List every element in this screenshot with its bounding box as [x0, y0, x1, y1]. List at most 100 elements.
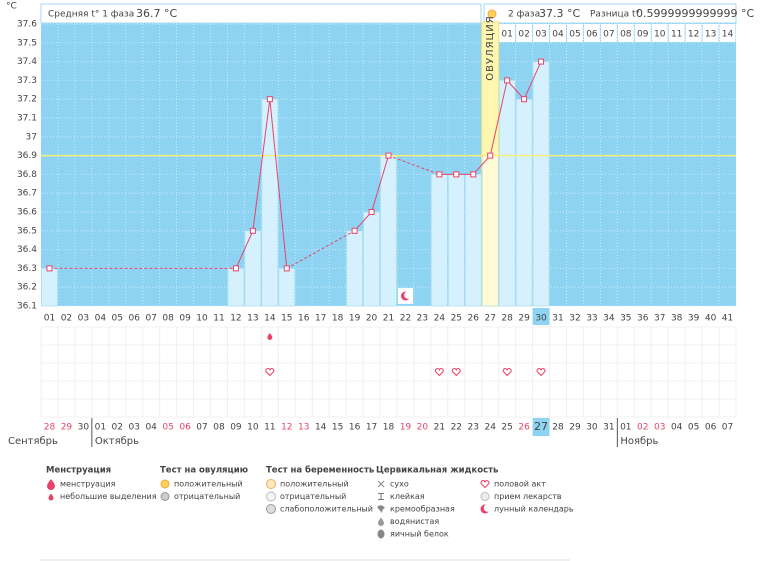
- legend-item: лунный календарь: [494, 505, 574, 514]
- x-tick-label: 21: [383, 314, 394, 324]
- post-ovulation-cell: [617, 24, 634, 42]
- point: [249, 227, 256, 234]
- gap-connector: [388, 155, 440, 175]
- post-ovulation-day: 02: [518, 30, 529, 40]
- y-tick-label: 36.2: [17, 283, 37, 293]
- heart: [480, 480, 490, 489]
- legend-item: клейкая: [390, 492, 425, 501]
- x-tick-label: 15: [281, 314, 292, 324]
- t: [378, 493, 384, 500]
- bar: [261, 98, 279, 307]
- temperature-line: [235, 99, 288, 269]
- swirl: [377, 505, 385, 513]
- point: [538, 58, 545, 65]
- icon-heart: [434, 368, 444, 377]
- date-label: 05: [162, 423, 173, 433]
- x-tick-label: 19: [349, 314, 361, 324]
- legend-item: положительный: [280, 480, 349, 489]
- post-ovulation-day: 11: [671, 30, 682, 40]
- point: [470, 171, 477, 178]
- post-ovulation-cell: [634, 24, 651, 42]
- point: [266, 96, 273, 103]
- x-tick-label: 16: [298, 314, 310, 324]
- y-tick-label: 37.4: [17, 57, 37, 67]
- x-tick-label: 29: [518, 314, 530, 324]
- x-tick-label: 13: [247, 314, 258, 324]
- y-tick-label: 36.6: [17, 208, 37, 218]
- heart: [502, 368, 512, 377]
- icon-egg: [377, 529, 385, 539]
- date-label: 09: [230, 423, 242, 433]
- drop: [267, 333, 273, 340]
- point: [487, 152, 494, 159]
- date-label: 17: [366, 423, 377, 433]
- post-ovulation-cell: [719, 24, 736, 42]
- x-tick-label: 41: [722, 314, 733, 324]
- drop: [47, 479, 55, 490]
- x-tick-label: 38: [671, 314, 683, 324]
- legend-item: отрицательный: [174, 492, 240, 501]
- x-tick-label: 09: [179, 314, 191, 324]
- point: [368, 209, 375, 215]
- post-ovulation-cell: [550, 24, 566, 42]
- x-tick-label: 12: [230, 314, 241, 324]
- post-ovulation-day: 06: [586, 30, 598, 40]
- x-tick-label: 35: [620, 314, 631, 324]
- x-tick-label: 40: [705, 314, 717, 324]
- date-label: 30: [78, 423, 90, 433]
- point: [46, 265, 53, 272]
- heart: [265, 368, 275, 377]
- heart: [434, 368, 444, 377]
- x-tick-label: 14: [264, 314, 276, 324]
- point: [351, 227, 358, 234]
- x-tick-label: 22: [400, 314, 411, 324]
- post-ovulation-day: 13: [705, 30, 716, 40]
- phase2-label: 2 фаза: [508, 10, 540, 20]
- date-label: 01: [620, 423, 631, 433]
- sun: [160, 492, 170, 501]
- date-label: 26: [518, 423, 530, 433]
- date-label: 07: [722, 423, 733, 433]
- date-label: 27: [534, 420, 548, 433]
- bar: [498, 80, 516, 307]
- drop: [48, 493, 54, 501]
- y-tick-label: 37.1: [17, 114, 37, 124]
- date-label: 28: [44, 423, 56, 433]
- icon-heart: [536, 368, 546, 377]
- date-label: 13: [298, 423, 309, 433]
- date-label: 25: [501, 423, 512, 433]
- date-label: 12: [281, 423, 292, 433]
- post-ovulation-cell: [533, 24, 550, 42]
- y-tick-label: 36.1: [17, 302, 37, 312]
- x-tick-label: 05: [112, 314, 123, 324]
- drop: [378, 517, 384, 526]
- icon-preg-neg: [266, 491, 276, 502]
- bar: [515, 98, 533, 307]
- post-ovulation-cell: [702, 24, 719, 42]
- phase1-box: [40, 3, 482, 24]
- x-tick-label: 26: [468, 314, 480, 324]
- post-ovulation-day: 10: [654, 30, 666, 40]
- bar: [481, 155, 499, 307]
- date-label: 23: [468, 423, 479, 433]
- phase1-label: Средняя t° 1 фаза: [48, 10, 134, 20]
- test: [266, 504, 276, 514]
- y-tick-label: 37.2: [17, 95, 37, 105]
- post-ovulation-cell: [516, 24, 533, 42]
- x-tick-label: 27: [484, 314, 495, 324]
- date-label: 19: [400, 423, 412, 433]
- legend-title: Тест на беременность: [266, 465, 374, 476]
- y-tick-label: 36.4: [17, 245, 37, 255]
- date-label: 02: [637, 423, 648, 433]
- diff-label: Разница t°: [590, 10, 640, 20]
- phase2-box: [483, 3, 737, 24]
- x-tick-label: 28: [501, 314, 513, 324]
- x-tick-label: 31: [552, 314, 563, 324]
- icon-sun: [160, 479, 170, 489]
- x-tick-label: 06: [129, 314, 141, 324]
- x-tick-label: 08: [162, 314, 174, 324]
- x-tick-label: 04: [95, 314, 107, 324]
- date-label: 07: [196, 423, 207, 433]
- post-ovulation-cell: [583, 24, 600, 42]
- x-tick-label: 11: [213, 314, 224, 324]
